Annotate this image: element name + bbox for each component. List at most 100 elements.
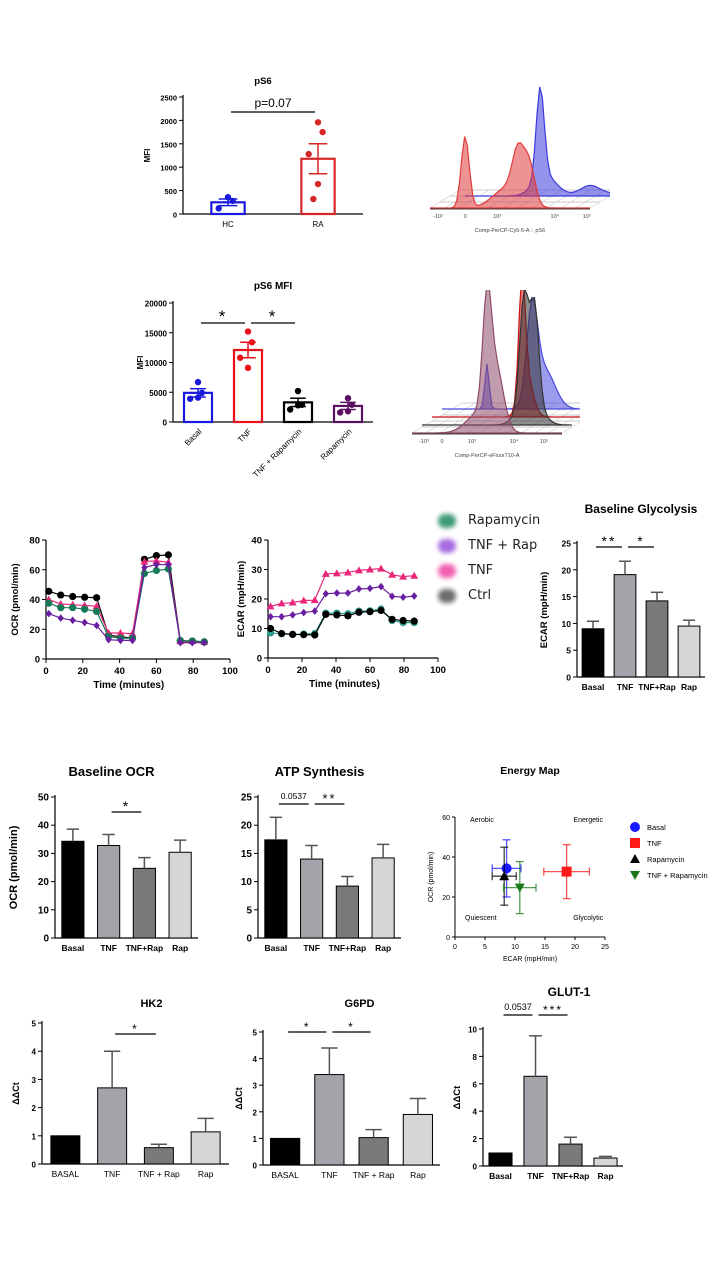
histogram-rapamycin xyxy=(412,290,562,434)
legend-item: TNF xyxy=(438,558,548,583)
y-tick-label: 20 xyxy=(562,565,572,575)
data-point xyxy=(314,119,322,126)
data-point xyxy=(332,569,341,577)
chart-title: G6PD xyxy=(345,998,375,1010)
data-point-tnf-rapamycin xyxy=(514,883,525,893)
y-tick-label: 500 xyxy=(164,187,177,196)
data-point xyxy=(57,614,64,622)
y-tick-label: 0 xyxy=(32,1161,37,1170)
data-point xyxy=(57,591,65,599)
x-tick-label: 100 xyxy=(430,665,446,676)
x-tick-label: BASAL xyxy=(271,1170,299,1180)
data-point xyxy=(344,408,352,415)
y-tick-label: 15000 xyxy=(145,329,168,338)
data-point xyxy=(244,364,252,372)
histogram-grid xyxy=(548,413,580,434)
legend-marker xyxy=(630,871,640,880)
data-point xyxy=(153,560,160,569)
y-tick-label: 2000 xyxy=(160,117,177,126)
x-tick-label: -10³ xyxy=(433,214,443,220)
bar xyxy=(300,858,324,939)
x-tick-label: -10³ xyxy=(419,439,429,445)
significance-label: p=0.07 xyxy=(254,96,291,110)
bar xyxy=(558,1143,583,1167)
data-point xyxy=(81,618,88,627)
bar xyxy=(645,600,669,678)
data-point xyxy=(355,585,363,593)
y-tick-label: 10 xyxy=(468,1026,477,1035)
data-point xyxy=(289,630,297,638)
histogram-grid xyxy=(561,421,580,434)
chart-ps6-histogram-2: -10³ 0 10³ 10⁴ 10⁵ Comp-PerCP-eFluor710-A xyxy=(411,290,580,459)
y-tick-label: 1 xyxy=(32,1132,37,1141)
data-point xyxy=(311,607,318,615)
data-point xyxy=(92,602,101,610)
x-tick-label: HC xyxy=(222,220,234,229)
bar xyxy=(677,625,701,678)
legend-swatch xyxy=(438,588,456,603)
chart-hk2: HK2 0 1 2 3 4 5 ΔΔCt BASAL TNF TNF + Rap Rap * xyxy=(11,998,229,1179)
y-tick-label: 0 xyxy=(473,1163,478,1172)
data-point xyxy=(57,604,65,612)
x-tick-label: Basal xyxy=(265,943,288,953)
x-tick-label: 15 xyxy=(541,944,549,951)
chart-title: pS6 MFI xyxy=(254,281,293,292)
legend-item: TNF + Rap xyxy=(438,533,548,558)
y-tick-label: 0 xyxy=(163,419,168,428)
legend-label: TNF xyxy=(468,563,494,578)
x-tick-label: Rapamycin xyxy=(319,427,354,462)
bar xyxy=(232,348,264,424)
y-tick-label: 0 xyxy=(257,654,262,665)
chart-title: Energy Map xyxy=(500,765,560,777)
bar xyxy=(335,885,359,939)
y-tick-label: 4 xyxy=(32,1048,37,1057)
y-axis-label: ΔΔCt xyxy=(452,1085,463,1110)
x-tick-label: 40 xyxy=(114,666,125,677)
x-axis-label: Comp-PerCP-Cy5-5-A :: pS6 xyxy=(475,228,545,234)
data-point xyxy=(344,589,352,597)
x-tick-label: 0 xyxy=(43,666,48,677)
bar xyxy=(402,1113,433,1166)
data-point xyxy=(399,616,407,625)
data-point xyxy=(266,624,275,633)
bar xyxy=(358,1137,389,1166)
significance-label: * xyxy=(304,1020,311,1034)
data-point xyxy=(81,605,89,613)
y-tick-label: 10 xyxy=(562,619,572,629)
y-tick-label: 0 xyxy=(35,655,40,666)
y-axis-label: ECAR (mpH/min) xyxy=(539,572,550,649)
x-tick-label: TNF + Rapamycin xyxy=(251,427,303,479)
legend-label: TNF xyxy=(647,839,662,848)
y-tick-label: 15 xyxy=(241,849,253,860)
data-point xyxy=(354,566,363,574)
data-point xyxy=(164,551,172,559)
bar xyxy=(613,574,637,678)
data-point xyxy=(165,560,172,569)
chart-title: pS6 xyxy=(254,76,271,87)
bar xyxy=(314,1074,345,1166)
x-tick-label: TNF+Rap xyxy=(552,1171,590,1181)
x-tick-label: 60 xyxy=(151,666,162,677)
y-tick-label: 4 xyxy=(253,1055,258,1064)
data-point xyxy=(152,566,160,575)
significance-label: ** xyxy=(322,791,336,806)
data-point xyxy=(410,617,418,625)
legend-label: Ctrl xyxy=(468,588,492,603)
data-point xyxy=(278,612,285,621)
y-tick-label: 0 xyxy=(446,935,450,942)
data-point xyxy=(366,608,374,616)
data-point xyxy=(140,557,149,565)
data-point-basal xyxy=(501,863,512,874)
y-tick-label: 5000 xyxy=(149,389,167,398)
bar xyxy=(50,1135,81,1165)
chart-baseline-ocr: Baseline OCR 0 10 20 30 40 50 OCR (pmol/min) Bas… xyxy=(8,764,198,953)
data-point xyxy=(81,593,89,601)
data-point xyxy=(128,629,137,637)
x-axis-label: Time (minutes) xyxy=(93,680,164,691)
x-tick-label: TNF xyxy=(100,943,117,953)
x-tick-label: 10⁴ xyxy=(551,213,560,220)
significance-label: *** xyxy=(543,1003,563,1017)
chart-title: Baseline Glycolysis xyxy=(585,502,698,516)
y-axis-label: MFI xyxy=(136,356,145,370)
